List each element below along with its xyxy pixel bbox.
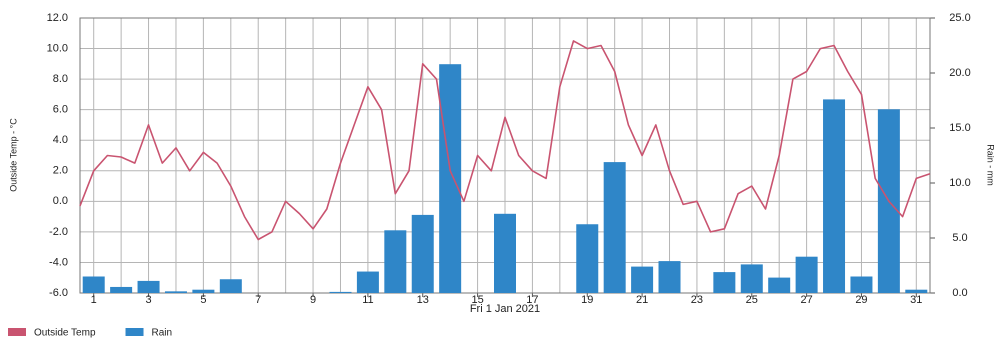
x-tick-label: 17: [526, 294, 538, 306]
bar: [576, 224, 599, 293]
y-axis-title: Outside Temp - °C: [8, 118, 18, 192]
x-tick-label: 21: [636, 294, 648, 306]
x-tick-label: 5: [200, 294, 206, 306]
temp-line: [79, 40, 931, 241]
y2-tick-label: 15.0: [949, 122, 970, 134]
bar: [329, 291, 352, 293]
x-tick-label: 19: [581, 294, 593, 306]
bar: [823, 99, 846, 294]
y-tick-label: -4.0: [49, 256, 68, 268]
x-tick-label: 1: [91, 294, 97, 306]
y-tick-label: 12.0: [47, 12, 68, 24]
y2-axis-title: Rain - mm: [986, 144, 996, 186]
bar: [439, 64, 462, 293]
x-tick-label: 29: [855, 294, 867, 306]
legend-label: Rain: [152, 328, 173, 339]
bar: [494, 213, 516, 293]
legend-swatch: [8, 328, 26, 336]
bar: [137, 280, 160, 293]
y-tick-label: 8.0: [53, 73, 68, 85]
y-tick-label: -2.0: [49, 226, 68, 238]
bar: [768, 277, 791, 293]
bar: [631, 266, 654, 293]
y2-tick-label: 20.0: [949, 67, 970, 79]
y-tick-label: 2.0: [53, 165, 68, 177]
y-tick-label: 0.0: [53, 195, 68, 207]
x-tick-label: 3: [145, 294, 151, 306]
bar: [411, 214, 434, 293]
bar: [658, 261, 681, 293]
bar: [850, 276, 873, 293]
bar: [603, 162, 626, 293]
x-tick-label: 23: [691, 294, 703, 306]
x-axis-title: Fri 1 Jan 2021: [470, 303, 540, 315]
bar: [356, 271, 379, 293]
y-tick-label: -6.0: [49, 287, 68, 299]
x-tick-label: 11: [362, 294, 373, 306]
y-tick-label: 6.0: [53, 104, 68, 116]
bar: [219, 279, 242, 293]
y-tick-label: 4.0: [53, 134, 68, 146]
bar: [713, 272, 736, 293]
x-tick-label: 31: [910, 294, 922, 306]
bar: [384, 230, 407, 293]
x-tick-label: 13: [417, 294, 429, 306]
y2-tick-label: 5.0: [952, 232, 967, 244]
y2-tick-label: 0.0: [952, 287, 967, 299]
y2-tick-label: 25.0: [949, 12, 970, 24]
bar: [82, 276, 105, 293]
bar: [110, 286, 133, 293]
x-tick-label: 25: [746, 294, 758, 306]
bar: [192, 289, 215, 293]
x-tick-label: 9: [310, 294, 316, 306]
x-tick-label: 27: [800, 294, 812, 306]
y-tick-label: 10.0: [47, 42, 68, 54]
legend-label: Outside Temp: [34, 328, 96, 339]
x-tick-label: 15: [471, 294, 483, 306]
legend-swatch: [125, 328, 144, 336]
y2-tick-label: 10.0: [949, 177, 970, 189]
bar: [905, 289, 928, 293]
bar: [740, 264, 763, 293]
x-tick-label: 7: [255, 294, 261, 306]
bar: [164, 291, 187, 293]
bar: [795, 256, 818, 293]
